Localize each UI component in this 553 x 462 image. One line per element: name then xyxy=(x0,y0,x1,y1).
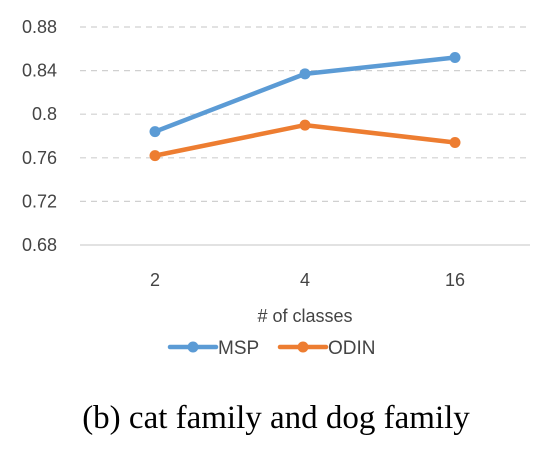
legend-item-odin: ODIN xyxy=(277,338,376,359)
legend: MSP ODIN xyxy=(167,338,376,359)
y-tick-label: 0.8 xyxy=(32,104,57,124)
x-tick-label: 16 xyxy=(445,270,465,290)
series-odin xyxy=(149,119,461,162)
x-axis-title: # of classes xyxy=(257,306,352,326)
data-point xyxy=(299,119,311,131)
legend-swatch-marker xyxy=(297,341,309,353)
data-point xyxy=(299,68,311,80)
data-point xyxy=(149,126,161,138)
legend-item-msp: MSP xyxy=(167,338,259,359)
x-tick-label: 4 xyxy=(300,270,310,290)
data-point xyxy=(449,52,461,64)
legend-label: MSP xyxy=(218,338,259,359)
legend-swatch-marker xyxy=(187,341,199,353)
data-point xyxy=(149,150,161,162)
gridlines xyxy=(80,26,530,202)
data-point xyxy=(449,137,461,149)
y-axis-ticks: 0.68 0.72 0.76 0.8 0.84 0.88 xyxy=(22,17,57,255)
y-tick-label: 0.68 xyxy=(22,235,57,255)
x-axis-ticks: 2 4 16 xyxy=(150,270,465,290)
x-tick-label: 2 xyxy=(150,270,160,290)
y-tick-label: 0.84 xyxy=(22,61,57,81)
legend-label: ODIN xyxy=(328,338,376,359)
figure-caption: (b) cat family and dog family xyxy=(82,400,470,436)
series-layer xyxy=(149,52,461,162)
y-tick-label: 0.88 xyxy=(22,17,57,37)
y-tick-label: 0.76 xyxy=(22,148,57,168)
series-msp xyxy=(149,52,461,138)
y-tick-label: 0.72 xyxy=(22,191,57,211)
